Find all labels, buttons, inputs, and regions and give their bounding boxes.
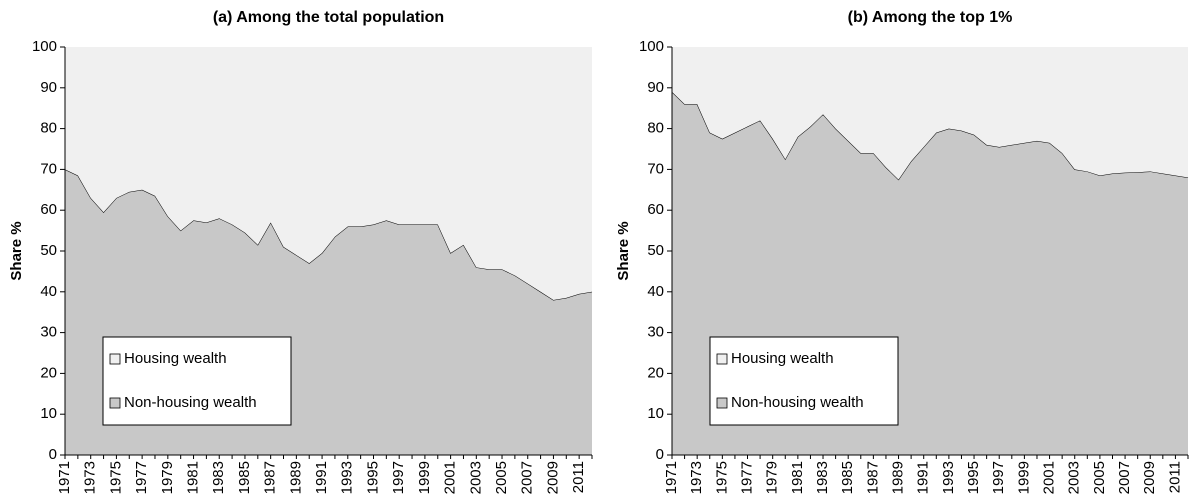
x-tick-label: 2011 [1166,461,1183,493]
y-tick-label: 60 [647,201,664,218]
legend-swatch [109,353,121,365]
x-tick-label: 1973 [82,461,99,494]
x-tick-label: 1981 [789,461,806,494]
chart-title: (a) Among the total population [213,9,444,26]
y-tick-label: 30 [647,324,664,341]
x-tick-label: 1993 [940,461,957,494]
legend-label: Housing wealth [124,350,227,367]
x-tick-label: 2001 [442,461,459,494]
chart-title: (b) Among the top 1% [848,9,1013,26]
legend-label: Non-housing wealth [124,394,257,411]
y-tick-label: 90 [40,79,57,96]
x-tick-label: 1989 [890,461,907,494]
y-tick-label: 70 [647,160,664,177]
y-tick-label: 10 [647,405,664,422]
legend-swatch [716,353,728,365]
y-tick-label: 50 [40,242,57,259]
y-tick-label: 90 [647,79,664,96]
legend-box [709,336,899,426]
x-tick-label: 2005 [1091,461,1108,494]
x-tick-label: 1989 [287,461,304,494]
x-tick-label: 1987 [864,461,881,494]
y-tick-label: 80 [647,120,664,137]
x-tick-label: 1979 [764,461,781,494]
x-tick-label: 2005 [493,461,510,494]
y-tick-label: 40 [647,283,664,300]
x-tick-label: 1977 [738,461,755,494]
y-tick-label: 0 [49,446,57,463]
y-tick-label: 60 [40,201,57,218]
area [65,47,592,300]
x-tick-label: 1995 [965,461,982,494]
x-tick-label: 1975 [107,461,124,494]
y-tick-label: 20 [40,364,57,381]
x-tick-label: 1997 [390,461,407,494]
area [672,47,1188,180]
x-tick-label: 1999 [416,461,433,494]
y-tick-label: 30 [40,324,57,341]
x-tick-label: 1971 [56,461,73,494]
x-tick-label: 1973 [688,461,705,494]
x-tick-label: 1983 [210,461,227,494]
x-tick-label: 1977 [133,461,150,494]
x-tick-label: 1985 [839,461,856,494]
y-tick-label: 50 [647,242,664,259]
x-tick-label: 1981 [185,461,202,494]
x-tick-label: 2007 [1116,461,1133,494]
legend-swatch [716,397,728,409]
x-tick-label: 1997 [990,461,1007,494]
x-tick-label: 1975 [713,461,730,494]
x-tick-label: 1995 [364,461,381,494]
y-tick-label: 10 [40,405,57,422]
x-tick-label: 1971 [663,461,680,494]
x-tick-label: 1987 [262,461,279,494]
legend-swatch [109,397,121,409]
y-tick-label: 100 [639,38,664,55]
x-tick-label: 1983 [814,461,831,494]
x-tick-label: 2007 [519,461,536,494]
legend-box [102,336,292,426]
x-tick-label: 2009 [1141,461,1158,494]
legend-label: Housing wealth [731,350,834,367]
x-tick-label: 2011 [570,461,587,493]
x-tick-label: 1991 [915,461,932,494]
x-tick-label: 1999 [1015,461,1032,494]
y-tick-label: 80 [40,120,57,137]
x-tick-label: 2003 [467,461,484,494]
y-tick-label: 0 [656,446,664,463]
x-tick-label: 2001 [1041,461,1058,494]
x-tick-label: 1991 [313,461,330,494]
x-tick-label: 1979 [159,461,176,494]
y-axis-title: Share % [615,221,632,280]
y-axis-title: Share % [8,221,25,280]
y-tick-label: 70 [40,160,57,177]
y-tick-label: 40 [40,283,57,300]
x-tick-label: 1985 [236,461,253,494]
x-tick-label: 2003 [1066,461,1083,494]
x-tick-label: 1993 [339,461,356,494]
legend-label: Non-housing wealth [731,394,864,411]
x-tick-label: 2009 [544,461,561,494]
y-tick-label: 20 [647,364,664,381]
y-tick-label: 100 [32,38,57,55]
